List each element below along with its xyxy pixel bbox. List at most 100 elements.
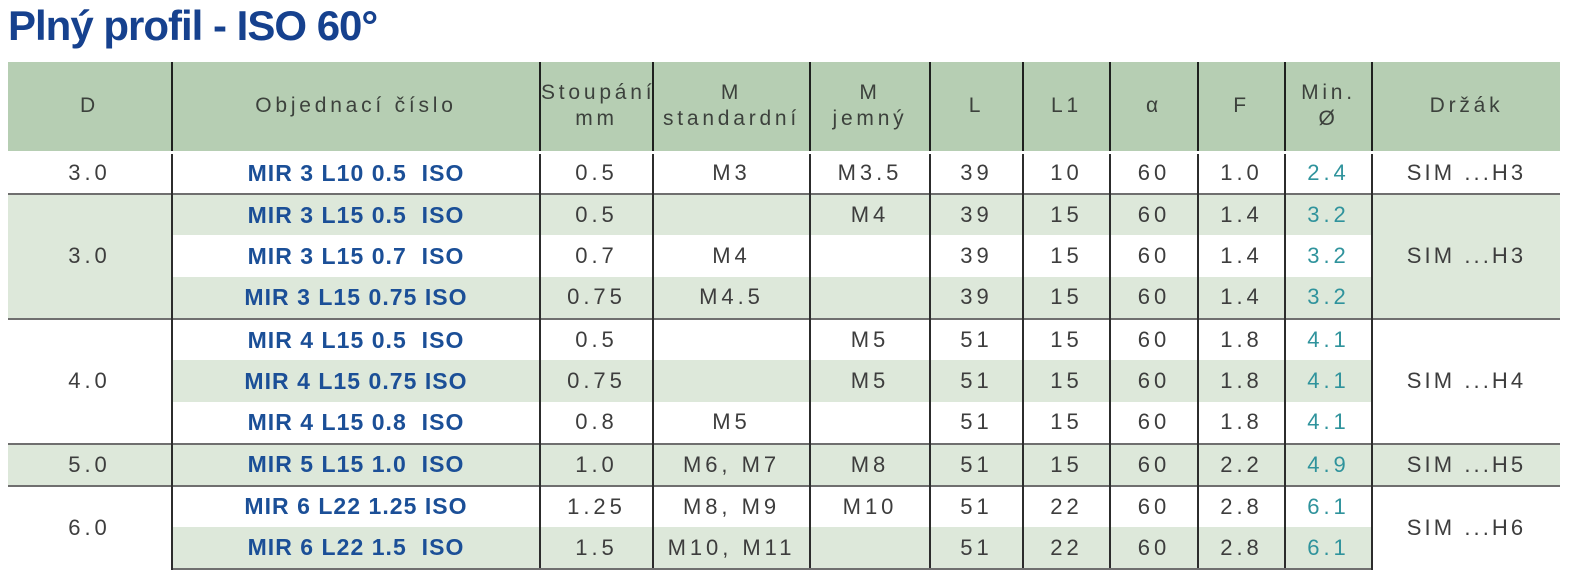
cell-length1: 22 xyxy=(1022,527,1111,570)
cell-order-number: MIR 4 L15 0.75 ISO xyxy=(172,360,541,403)
col-header-length1-label: L1 xyxy=(1051,94,1082,118)
cell-min-diameter: 3.2 xyxy=(1284,277,1372,319)
cell-length: 39 xyxy=(929,152,1024,194)
cell-length1: 15 xyxy=(1022,442,1111,486)
cell-m-standard: M6, M7 xyxy=(652,442,811,486)
cell-f: 2.8 xyxy=(1197,527,1286,570)
cell-min-diameter: 4.1 xyxy=(1284,360,1372,403)
cell-alpha: 60 xyxy=(1109,360,1199,403)
col-header-pitch: Stoupání mm xyxy=(539,62,654,154)
col-header-length: L xyxy=(929,62,1024,154)
cell-order-number: MIR 4 L15 0.5 ISO xyxy=(171,317,541,361)
cell-holder: SIM ...H4 xyxy=(1371,317,1560,444)
cell-length: 51 xyxy=(929,442,1024,486)
cell-alpha: 60 xyxy=(1109,235,1199,278)
cell-order-number: MIR 3 L15 0.7 ISO xyxy=(172,235,541,278)
col-header-holder-label: Držák xyxy=(1429,94,1504,118)
cell-m-standard xyxy=(652,360,811,403)
col-header-length1: L1 xyxy=(1022,62,1111,154)
cell-order-number: MIR 6 L22 1.5 ISO xyxy=(172,527,541,570)
cell-holder: SIM ...H3 xyxy=(1371,192,1560,319)
cell-m-fine: M8 xyxy=(809,442,931,486)
cell-length: 39 xyxy=(929,235,1024,278)
col-header-length-label: L xyxy=(968,94,985,118)
cell-f: 1.8 xyxy=(1197,360,1286,403)
cell-diameter: 3.0 xyxy=(8,192,173,319)
cell-order-number: MIR 3 L15 0.75 ISO xyxy=(172,277,541,319)
cell-pitch: 0.5 xyxy=(539,192,654,236)
cell-length: 51 xyxy=(929,484,1024,528)
cell-f: 1.0 xyxy=(1197,152,1286,194)
cell-f: 1.4 xyxy=(1197,192,1286,236)
cell-f: 1.8 xyxy=(1197,317,1286,361)
cell-m-fine: M3.5 xyxy=(809,152,931,194)
table-body: 3.0 MIR 3 L10 0.5 ISO 0.5 M3 M3.5 39 10 60 1.0 2.… xyxy=(8,152,1560,570)
cell-pitch: 1.5 xyxy=(539,527,654,570)
cell-m-standard: M5 xyxy=(652,402,811,444)
cell-length: 51 xyxy=(929,317,1024,361)
cell-length1: 15 xyxy=(1022,192,1111,236)
cell-diameter: 4.0 xyxy=(8,317,173,444)
cell-length1: 22 xyxy=(1022,484,1111,528)
cell-min-diameter: 4.1 xyxy=(1284,402,1372,444)
cell-alpha: 60 xyxy=(1109,484,1199,528)
col-header-min-diameter: Min. Ø xyxy=(1284,62,1373,154)
col-header-alpha: α xyxy=(1109,62,1199,154)
cell-pitch: 0.7 xyxy=(539,235,654,278)
cell-m-fine: M5 xyxy=(809,360,931,403)
cell-alpha: 60 xyxy=(1109,402,1199,444)
cell-length1: 15 xyxy=(1022,317,1111,361)
table-row: MIR 3 L15 0.7 ISO 0.7 M4 39 15 60 1.4 3.2 xyxy=(8,235,1560,278)
cell-length1: 15 xyxy=(1022,235,1111,278)
cell-holder: SIM ...H5 xyxy=(1371,442,1560,486)
table-row: MIR 4 L15 0.75 ISO 0.75 M5 51 15 60 1.8 4.1 xyxy=(8,360,1560,403)
cell-holder: SIM ...H6 xyxy=(1371,484,1560,569)
cell-m-standard: M4.5 xyxy=(652,277,811,319)
cell-holder: SIM ...H3 xyxy=(1371,152,1560,194)
cell-pitch: 1.25 xyxy=(539,484,654,528)
cell-m-fine: M4 xyxy=(809,192,931,236)
cell-order-number: MIR 3 L15 0.5 ISO xyxy=(171,192,541,236)
cell-m-standard: M10, M11 xyxy=(652,527,811,570)
cell-length1: 15 xyxy=(1022,402,1111,444)
cell-alpha: 60 xyxy=(1109,277,1199,319)
col-header-m-standard-line1: M xyxy=(720,81,743,104)
cell-length: 51 xyxy=(929,360,1024,403)
cell-alpha: 60 xyxy=(1109,442,1199,486)
col-header-diameter-label: D xyxy=(80,94,99,118)
cell-pitch: 0.75 xyxy=(539,360,654,403)
table-row: MIR 3 L15 0.75 ISO 0.75 M4.5 39 15 60 1.4 3.2 xyxy=(8,277,1560,319)
col-header-m-fine-line2: jemný xyxy=(832,107,908,131)
table-row: 3.0 MIR 3 L15 0.5 ISO 0.5 M4 39 15 60 1.4 3.2 SIM… xyxy=(8,192,1560,319)
cell-diameter: 3.0 xyxy=(8,152,173,194)
cell-f: 2.8 xyxy=(1197,484,1286,528)
cell-pitch: 0.5 xyxy=(539,317,654,361)
col-header-pitch-line2: mm xyxy=(575,107,618,131)
cell-min-diameter: 4.9 xyxy=(1284,442,1373,486)
cell-length: 51 xyxy=(929,527,1024,570)
cell-m-fine xyxy=(809,277,931,319)
cell-length: 51 xyxy=(929,402,1024,444)
cell-m-standard: M8, M9 xyxy=(652,484,811,528)
cell-min-diameter: 6.1 xyxy=(1284,484,1373,528)
cell-length: 39 xyxy=(929,192,1024,236)
cell-m-standard xyxy=(652,192,811,236)
table-row: 5.0 MIR 5 L15 1.0 ISO 1.0 M6, M7 M8 51 15 60 2.2… xyxy=(8,442,1560,486)
table-row: 3.0 MIR 3 L10 0.5 ISO 0.5 M3 M3.5 39 10 60 1.0 2.… xyxy=(8,152,1560,194)
cell-pitch: 0.5 xyxy=(539,152,654,194)
cell-m-fine: M5 xyxy=(809,317,931,361)
col-header-m-fine-line1: M xyxy=(859,81,881,104)
cell-alpha: 60 xyxy=(1109,527,1199,570)
cell-min-diameter: 3.2 xyxy=(1284,235,1372,278)
cell-order-number: MIR 3 L10 0.5 ISO xyxy=(171,152,541,194)
cell-min-diameter: 3.2 xyxy=(1284,192,1373,236)
cell-pitch: 0.75 xyxy=(539,277,654,319)
col-header-holder: Držák xyxy=(1371,62,1560,154)
col-header-m-standard-line2: standardní xyxy=(662,107,801,131)
cell-min-diameter: 2.4 xyxy=(1284,152,1373,194)
table-row: 6.0 MIR 6 L22 1.25 ISO 1.25 M8, M9 M10 51 22 60… xyxy=(8,484,1560,569)
cell-min-diameter: 6.1 xyxy=(1284,527,1372,570)
cell-f: 1.4 xyxy=(1197,235,1286,278)
